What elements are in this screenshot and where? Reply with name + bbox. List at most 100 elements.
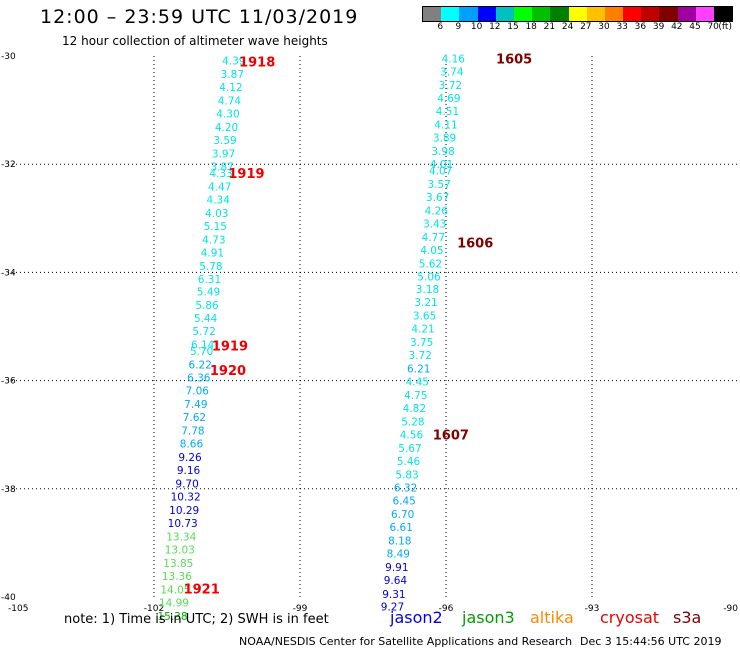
observation-time-label: 1921: [184, 582, 220, 597]
wave-height-value: 6.21: [407, 364, 430, 376]
wave-height-value: 3.59: [213, 135, 236, 147]
wave-height-value: 5.70: [190, 346, 213, 358]
observation-time-label: 1606: [457, 237, 493, 252]
colorbar-swatch: [550, 7, 569, 21]
colorbar-swatch: [459, 7, 478, 21]
lon-tick-label: -96: [439, 604, 454, 614]
wave-height-value: 7.06: [186, 385, 210, 397]
wave-height-value: 3.97: [212, 148, 235, 160]
wave-height-value: 3.98: [431, 146, 454, 158]
wave-height-value: 4.21: [411, 324, 434, 336]
wave-height-value: 4.75: [404, 390, 427, 402]
colorbar-label: 39: [652, 22, 665, 32]
observation-time-label: 1919: [228, 167, 264, 182]
credit-text: NOAA/NESDIS Center for Satellite Applica…: [239, 635, 573, 648]
wave-height-value: 5.49: [197, 286, 220, 298]
wave-height-value: 4.51: [436, 106, 459, 118]
wave-height-value: 10.73: [168, 518, 198, 530]
colorbar-swatch: [441, 7, 460, 21]
wave-height-value: 3.72: [439, 80, 462, 92]
lon-tick-label: -102: [144, 604, 164, 614]
legend-altika: altika: [530, 608, 574, 627]
wave-height-value: 4.11: [434, 120, 457, 132]
wave-height-value: 5.62: [419, 259, 442, 271]
wave-height-value: 4.39: [222, 55, 245, 67]
wave-height-value: 4.20: [215, 122, 238, 134]
wave-height-value: 4.34: [207, 194, 231, 206]
wave-height-value: 5.67: [398, 443, 421, 455]
lat-tick-label: -30: [1, 52, 16, 62]
wave-height-value: 6.61: [390, 522, 413, 534]
lon-tick-label: -90: [723, 604, 738, 614]
colorbar-label: 70: [707, 22, 719, 32]
wave-height-value: 4.33: [209, 168, 232, 180]
wave-height-value: 7.78: [181, 425, 204, 437]
wave-height-value: 6.70: [391, 509, 414, 521]
colorbar-label: 21: [543, 22, 556, 32]
footnote: note: 1) Time is in UTC; 2) SWH is in fe…: [64, 612, 329, 627]
wave-height-value: 9.16: [177, 465, 201, 477]
wave-height-value: 7.62: [183, 412, 206, 424]
wave-height-value: 13.34: [166, 531, 196, 543]
colorbar-swatch: [423, 7, 442, 21]
wave-height-value: 4.16: [442, 54, 466, 66]
wave-height-value: 4.30: [216, 108, 239, 120]
wave-height-value: 5.15: [204, 221, 227, 233]
wave-height-value: 4.05: [420, 245, 443, 257]
wave-height-value: 4.07: [429, 166, 452, 178]
wave-height-value: 6.14: [191, 339, 215, 351]
colorbar-label: 36: [634, 22, 647, 32]
colorbar-label: 27: [580, 22, 592, 32]
colorbar-label: 24: [561, 22, 574, 32]
wave-height-value: 3.57: [427, 179, 450, 191]
wave-height-value: 5.78: [199, 261, 222, 273]
wave-height-value: 3.18: [416, 284, 439, 296]
colorbar-swatch: [586, 7, 605, 21]
colorbar-label: 9: [455, 22, 462, 32]
colorbar-swatch: [495, 7, 514, 21]
observation-time-label: 1920: [210, 364, 246, 379]
legend-s3a: s3a: [673, 608, 702, 627]
wave-height-value: 4.01: [430, 159, 453, 171]
wave-height-value: 3.75: [410, 337, 433, 349]
colorbar-label: 45: [689, 22, 701, 32]
wave-height-value: 4.73: [202, 234, 225, 246]
wave-height-value: 5.06: [417, 272, 441, 284]
wave-height-value: 3.87: [210, 161, 233, 173]
wave-height-value: 3.72: [409, 350, 432, 362]
observation-time-label: 1605: [496, 53, 532, 68]
page-title: 12:00 – 23:59 UTC 11/03/2019: [40, 6, 359, 28]
wave-height-value: 5.46: [397, 456, 421, 468]
generated-timestamp: Dec 3 15:44:56 UTC 2019: [580, 635, 722, 648]
wave-height-colorbar: [422, 6, 734, 22]
wave-height-value: 13.36: [162, 571, 192, 583]
colorbar-unit: (ft): [718, 22, 732, 32]
wave-height-value: 4.03: [205, 208, 228, 220]
legend-cryosat: cryosat: [600, 608, 660, 627]
wave-height-value: 10.32: [171, 491, 201, 503]
wave-height-value: 6.22: [189, 359, 212, 371]
colorbar-swatch: [695, 7, 714, 21]
wave-height-value: 13.03: [165, 544, 195, 556]
wave-height-value: 4.82: [403, 403, 426, 415]
colorbar-label: 12: [489, 22, 501, 32]
wave-height-value: 5.86: [195, 300, 219, 312]
wave-height-value: 4.77: [422, 232, 445, 244]
wave-height-value: 9.26: [178, 452, 202, 464]
legend-jason3: jason3: [462, 608, 515, 627]
wave-height-value: 4.74: [218, 95, 242, 107]
colorbar-swatch: [513, 7, 533, 21]
lat-tick-label: -32: [1, 160, 16, 170]
wave-height-value: 10.29: [169, 505, 199, 517]
wave-height-value: 13.85: [163, 558, 193, 570]
observation-time-label: 1607: [433, 429, 469, 444]
wave-height-value: 3.65: [413, 311, 436, 323]
wave-height-value: 8.18: [388, 536, 411, 548]
colorbar-swatch: [568, 7, 587, 21]
page-subtitle: 12 hour collection of altimeter wave hei…: [62, 34, 328, 48]
wave-height-value: 4.47: [208, 181, 231, 193]
wave-height-value: 4.56: [400, 430, 424, 442]
wave-height-value: 5.83: [395, 470, 418, 482]
wave-height-value: 9.91: [385, 562, 408, 574]
lon-tick-label: -105: [8, 604, 28, 614]
